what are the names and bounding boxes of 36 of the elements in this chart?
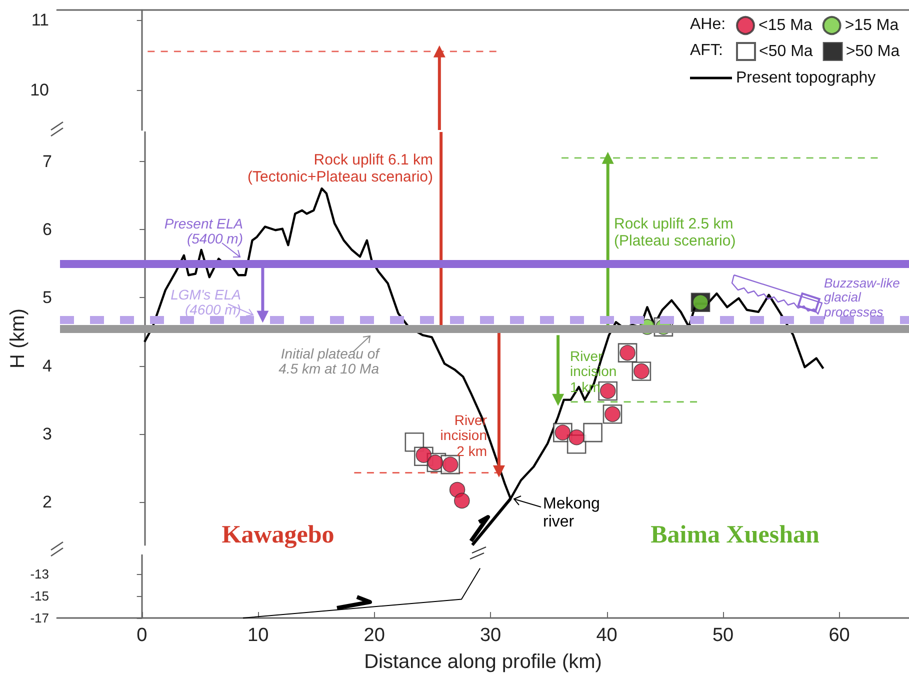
annotation: Kawagebo — [222, 521, 334, 549]
x-tick-label: 0 — [136, 625, 148, 646]
x-axis-title: Distance along profile (km) — [364, 651, 602, 673]
y-tick-label: -13 — [30, 566, 49, 582]
y-tick-label: 3 — [42, 424, 52, 444]
annotation: AFT: — [690, 42, 723, 60]
legend-label: >50 Ma — [846, 43, 900, 60]
annotation: Buzzsaw-like glacial processes — [824, 276, 900, 320]
annotation: Rock uplift 6.1 km (Tectonic+Plateau scenario) — [247, 152, 433, 186]
legend-label: Present topography — [736, 70, 876, 86]
legend-label: <15 Ma — [758, 17, 812, 34]
y-tick-label: -15 — [30, 588, 49, 604]
annotation: AHe: — [690, 16, 726, 34]
legend-label: >15 Ma — [844, 17, 899, 34]
x-tick-label: 10 — [248, 625, 269, 646]
legend-label: <50 Ma — [759, 43, 813, 60]
y-tick-label: 11 — [31, 10, 49, 30]
y-tick-label: 5 — [42, 288, 52, 308]
annotation: Present ELA (5400 m) — [164, 216, 243, 248]
y-tick-label: 2 — [42, 492, 52, 512]
y-tick-label: 6 — [42, 220, 52, 239]
x-tick-label: 30 — [480, 625, 502, 646]
annotation: LGM's ELA (4600 m) — [170, 286, 241, 318]
x-tick-label: 60 — [828, 625, 850, 646]
y-axis-title: H (km) — [7, 308, 29, 368]
y-tick-label: 7 — [42, 152, 52, 171]
y-tick-label: 4 — [42, 356, 52, 376]
x-tick-label: 50 — [712, 625, 734, 646]
annotation: Mekong river — [543, 495, 600, 531]
annotation: Initial plateau of 4.5 km at 10 Ma — [278, 346, 379, 378]
annotation: Baima Xueshan — [650, 521, 820, 549]
annotation: Rock uplift 2.5 km (Plateau scenario) — [614, 216, 736, 250]
x-tick-label: 40 — [596, 625, 618, 646]
x-tick-label: 20 — [364, 625, 385, 646]
y-tick-label: -17 — [30, 610, 49, 626]
y-tick-label: 10 — [30, 80, 49, 100]
